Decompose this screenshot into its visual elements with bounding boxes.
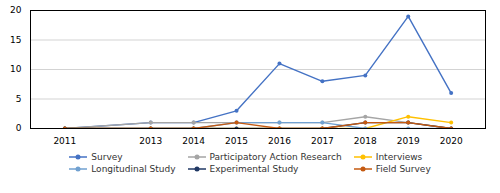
svg-text:15: 15 bbox=[10, 35, 21, 45]
html-text:Experimental Study: Experimental Study bbox=[209, 164, 299, 174]
svg-text:10: 10 bbox=[10, 64, 22, 74]
html-text:Survey: Survey bbox=[91, 152, 123, 162]
svg-text:0: 0 bbox=[16, 123, 22, 133]
html-text:Longitudinal Study: Longitudinal Study bbox=[91, 164, 176, 174]
html-text:Participatory Action Research: Participatory Action Research bbox=[209, 152, 342, 162]
svg-text:2015: 2015 bbox=[225, 136, 248, 146]
svg-text:2013: 2013 bbox=[139, 136, 162, 146]
svg-text:2017: 2017 bbox=[311, 136, 334, 146]
svg-text:2011: 2011 bbox=[53, 136, 76, 146]
svg-text:2018: 2018 bbox=[354, 136, 377, 146]
svg-text:2016: 2016 bbox=[268, 136, 291, 146]
svg-text:2019: 2019 bbox=[397, 136, 420, 146]
html-text:Field Survey: Field Survey bbox=[375, 164, 431, 174]
svg-text:5: 5 bbox=[16, 94, 22, 104]
html-text:Interviews: Interviews bbox=[375, 152, 423, 162]
svg-text:2014: 2014 bbox=[182, 136, 205, 146]
svg-text:2020: 2020 bbox=[440, 136, 463, 146]
svg-text:20: 20 bbox=[10, 5, 22, 15]
